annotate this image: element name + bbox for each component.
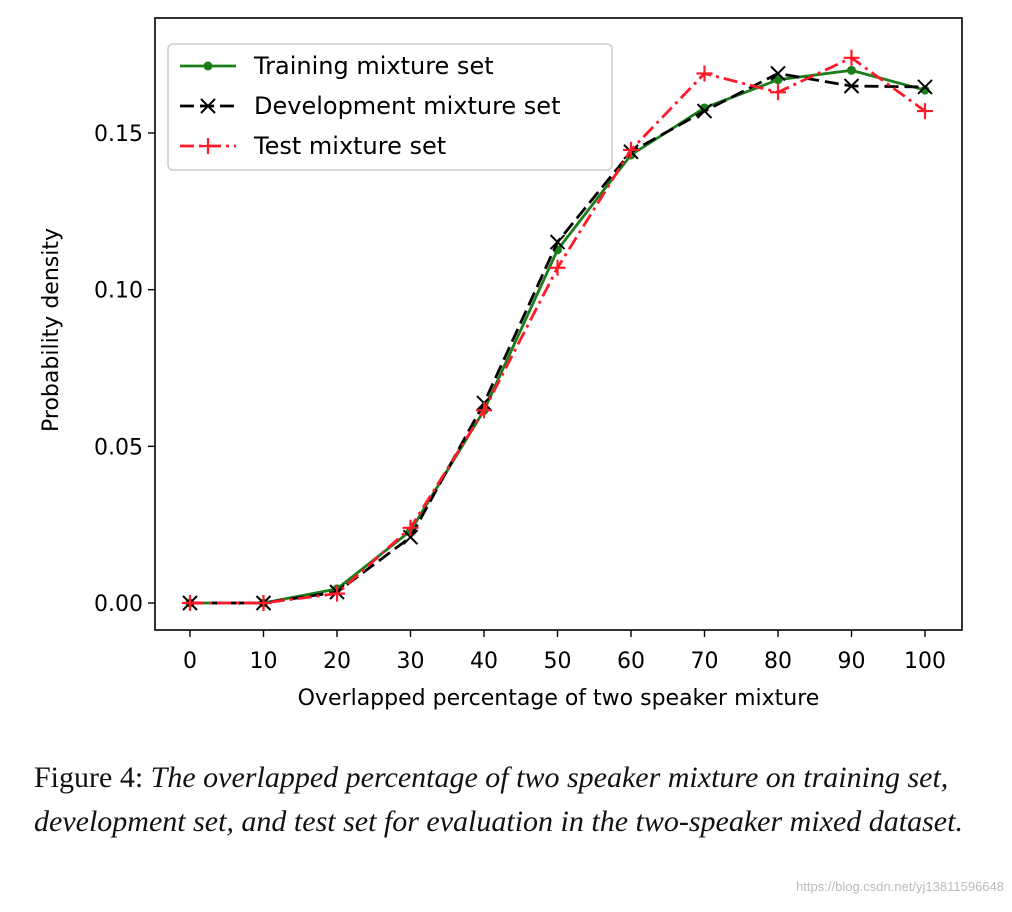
data-point [182, 595, 198, 611]
data-point [770, 65, 786, 82]
legend-label: Development mixture set [254, 92, 560, 120]
caption-text: The overlapped percentage of two speaker… [34, 761, 963, 838]
legend-marker [200, 98, 216, 114]
legend: Training mixture set Development mixture … [167, 43, 613, 171]
x-tick-label: 60 [617, 649, 645, 674]
data-point [402, 529, 419, 545]
line-chart: 0 10 20 30 40 50 60 70 80 90 100 0.00 0.05 0.10 0.15 Ov… [39, 17, 963, 711]
data-point [917, 103, 933, 120]
data-point [329, 585, 345, 602]
y-tick-label: 0.05 [94, 435, 143, 460]
data-point [696, 65, 713, 82]
data-point [770, 84, 786, 101]
y-axis-label: Probability density [39, 228, 64, 432]
legend-marker [200, 138, 216, 154]
x-tick-label: 50 [544, 649, 572, 674]
x-tick-label: 0 [183, 649, 197, 674]
data-point [549, 234, 566, 250]
legend-marker [203, 61, 213, 71]
data-point [843, 49, 860, 66]
x-tick-label: 30 [397, 649, 425, 674]
data-point [917, 79, 933, 95]
x-tick-label: 100 [904, 649, 946, 674]
data-point [847, 65, 856, 75]
y-tick-label: 0.15 [94, 122, 143, 147]
x-tick-label: 10 [250, 649, 278, 674]
x-axis-label: Overlapped percentage of two speaker mix… [298, 686, 820, 711]
x-tick-label: 70 [691, 649, 719, 674]
y-tick-label: 0.10 [94, 279, 143, 304]
x-tick-label: 90 [838, 649, 866, 674]
data-point [843, 78, 860, 94]
data-point [255, 595, 272, 611]
data-point [773, 75, 783, 85]
legend-label: Test mixture set [253, 132, 446, 160]
data-point [549, 259, 566, 276]
caption-label: Figure 4: [34, 761, 144, 794]
data-point [623, 141, 639, 158]
x-tick-label: 80 [764, 649, 792, 674]
legend-label: Training mixture set [253, 52, 494, 80]
figure-caption: Figure 4: The overlapped percentage of t… [34, 756, 984, 844]
legend-box [167, 43, 613, 171]
data-point [476, 402, 492, 419]
x-tick-label: 40 [470, 649, 498, 674]
x-tick-label: 20 [323, 649, 351, 674]
data-point [402, 519, 419, 536]
watermark: https://blog.csdn.net/yj13811596648 [796, 879, 1004, 894]
data-point [696, 103, 713, 119]
y-tick-label: 0.00 [94, 592, 143, 617]
